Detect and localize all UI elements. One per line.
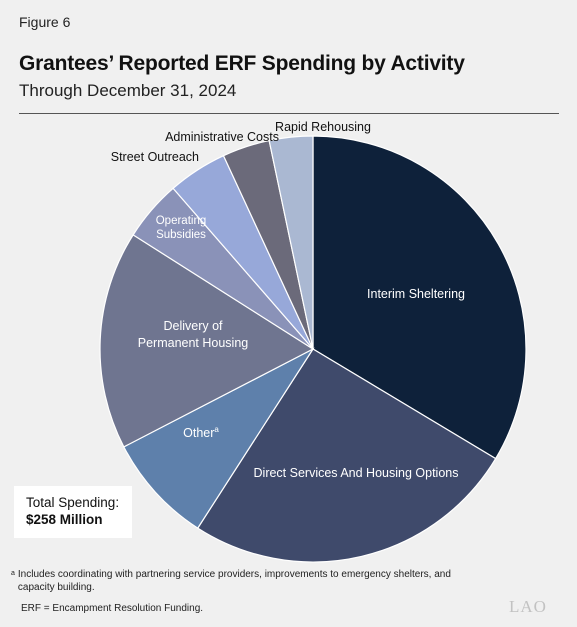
title-divider bbox=[19, 113, 559, 114]
erf-abbreviation-note: ERF = Encampment Resolution Funding. bbox=[21, 603, 204, 614]
total-spending-amount: $258 Million bbox=[26, 512, 103, 527]
slice-label-delivery-of-permanent-housing: Delivery of Permanent Housing bbox=[138, 319, 249, 350]
slice-label-street-outreach: Street Outreach bbox=[111, 150, 199, 164]
chart-subtitle: Through December 31, 2024 bbox=[19, 81, 237, 100]
slice-label-rapid-rehousing: Rapid Rehousing bbox=[275, 120, 371, 134]
total-spending-box: Total Spending: $258 Million bbox=[14, 486, 132, 538]
pie-slice-rapid-rehousing bbox=[268, 135, 314, 350]
pie-slice-direct-services-and-housing-options bbox=[196, 348, 497, 563]
slice-label-interim-sheltering: Interim Sheltering bbox=[367, 287, 465, 301]
footnote-text: Includes coordinating with partnering se… bbox=[17, 569, 451, 593]
slice-label-other: Othera bbox=[183, 425, 219, 440]
total-spending-label: Total Spending: bbox=[26, 495, 120, 510]
slice-label-direct-services-and-housing-options: Direct Services And Housing Options bbox=[254, 466, 459, 480]
pie-slice-interim-sheltering bbox=[312, 135, 527, 460]
pie-slice-other bbox=[123, 347, 315, 529]
figure-label: Figure 6 bbox=[19, 14, 71, 30]
slice-label-administrative-costs: Administrative Costs bbox=[165, 130, 279, 144]
pie-slice-delivery-of-permanent-housing bbox=[99, 234, 315, 448]
slice-label-operating-subsidies: Operating Subsidies bbox=[156, 215, 207, 241]
lao-logo: LAO bbox=[509, 597, 547, 616]
chart-title: Grantees’ Reported ERF Spending by Activ… bbox=[19, 52, 465, 75]
footnote: a Includes coordinating with partnering s… bbox=[11, 568, 466, 594]
footnote-marker: a bbox=[11, 570, 15, 577]
